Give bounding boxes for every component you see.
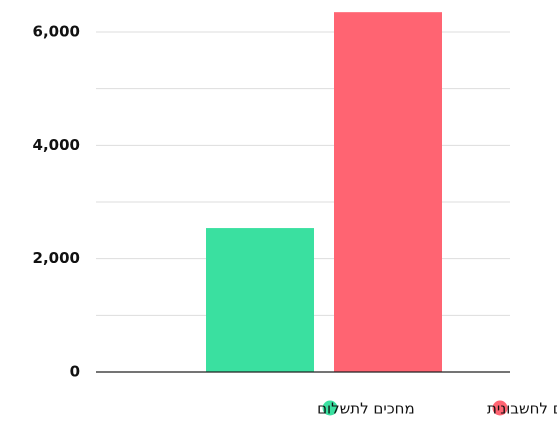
legend-label: מחכים לתשלום (317, 400, 415, 418)
legend-marker (492, 400, 508, 416)
y-tick-label: 0 (70, 363, 80, 381)
bar (206, 228, 314, 372)
y-tick-label: 2,000 (33, 249, 80, 267)
y-tick-label: 6,000 (33, 23, 80, 41)
legend-label: מחכים לחשבונית (487, 400, 557, 418)
y-tick-label: 4,000 (33, 136, 80, 154)
legend-marker (322, 400, 338, 416)
bar (334, 12, 442, 373)
